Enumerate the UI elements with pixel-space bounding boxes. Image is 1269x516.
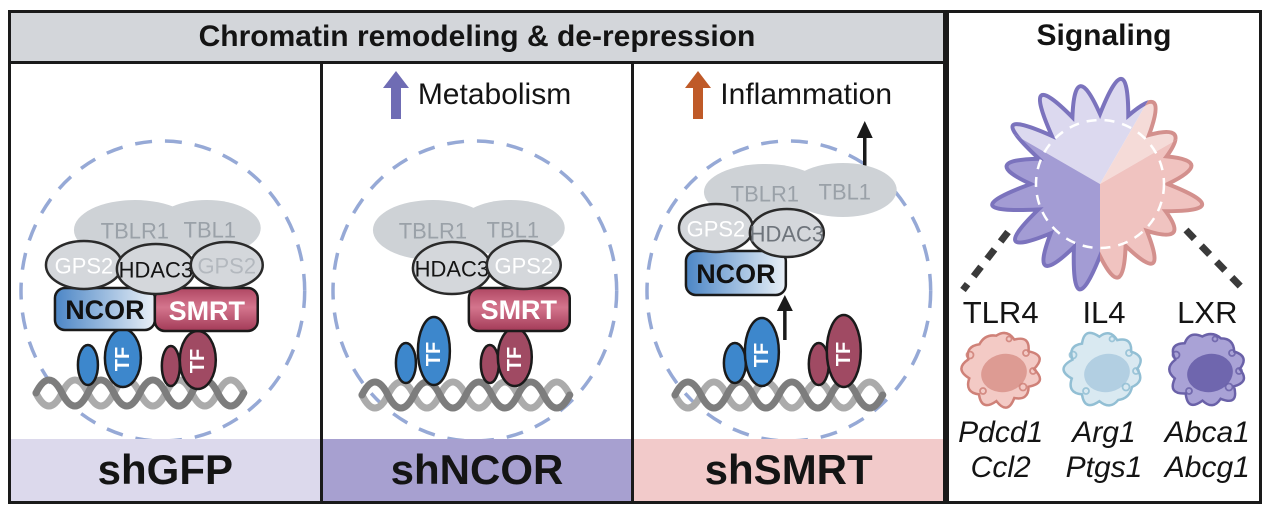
receptor-label-tlr4: TLR4 — [962, 295, 1039, 330]
molecule-gps2: GPS2 — [494, 253, 553, 278]
macrophage-cells-row — [949, 327, 1259, 415]
molecule-tbl1: TBL1 — [819, 179, 871, 204]
inner-dashed-circle — [1034, 118, 1166, 250]
panel-label-shsmrt: shSMRT — [634, 439, 944, 501]
nucleus-dashed-circle — [330, 139, 619, 443]
derepression-arrow-icon — [777, 295, 794, 340]
smrt-box: SMRT — [467, 286, 571, 333]
gene-label: Ccl2 — [970, 451, 1031, 484]
inflammation-arrow-row: Inflammation — [634, 71, 943, 119]
molecule-gps2: GPS2 — [197, 253, 256, 278]
tf-blue: TF — [76, 327, 143, 389]
receptor-label-il4: IL4 — [1082, 295, 1126, 330]
gene-label: Ptgs1 — [1065, 451, 1143, 484]
gps2-right-oval: GPS2 — [189, 240, 264, 290]
nucleus-dashed-circle — [645, 139, 933, 443]
dashed-connector-right — [1183, 227, 1245, 291]
molecule-tf: TF — [423, 342, 445, 366]
panel-shgfp: TBLR1 TBL1 TF TF — [11, 64, 320, 501]
receptor-label-lxr: LXR — [1177, 295, 1238, 330]
inflammation-label: Inflammation — [720, 78, 893, 111]
tf-red: TF — [479, 326, 533, 388]
gene-label: Abcg1 — [1164, 451, 1250, 484]
dna-helix — [671, 378, 887, 412]
panel-label-shgfp: shGFP — [11, 439, 320, 501]
vacuoles — [965, 335, 1037, 395]
macrophage-cell-il4 — [1062, 331, 1142, 407]
cell-sector-bottom-left — [990, 77, 1101, 292]
dashed-connector-left — [960, 229, 1011, 293]
panels-row: TBLR1 TBL1 TF TF — [11, 64, 944, 501]
molecule-tf: TF — [112, 347, 134, 371]
molecule-tf: TF — [187, 349, 209, 373]
molecule-tblr1: TBLR1 — [398, 218, 466, 243]
gene-labels-row-1: Pdcd1 Arg1 Abca1 — [949, 416, 1259, 450]
signaling-title: Signaling — [1036, 19, 1172, 52]
gps2-oval: GPS2 — [485, 239, 562, 291]
shncor-complex-diagram: TBLR1 TBL1 TF TF — [330, 139, 619, 443]
dna-helix — [358, 378, 573, 412]
tf-blue: TF — [722, 316, 781, 388]
chromatin-section: Chromatin remodeling & de-repression TBL… — [8, 10, 946, 504]
gps2-left-oval: GPS2 — [44, 239, 124, 291]
smrt-box: SMRT — [153, 286, 259, 333]
signaling-panel: Signaling TLR4 IL4 LXR — [946, 10, 1262, 504]
hdac3-oval: HDAC3 — [115, 242, 197, 296]
metabolism-label: Metabolism — [417, 78, 572, 111]
panel-label-shncor: shNCOR — [322, 439, 632, 501]
molecule-hdac3: HDAC3 — [119, 257, 193, 282]
nucleus-dashed-circle — [19, 139, 307, 443]
molecule-ncor: NCOR — [65, 295, 144, 325]
chromatin-section-title: Chromatin remodeling & de-repression — [11, 13, 943, 64]
ncor-box: NCOR — [685, 249, 788, 297]
tf-blue: TF — [394, 315, 451, 387]
up-arrow-icon — [685, 71, 712, 119]
molecule-hdac3: HDAC3 — [750, 221, 824, 246]
molecule-tblr1: TBLR1 — [731, 181, 799, 206]
receptor-labels-row: TLR4 IL4 LXR — [949, 295, 1259, 331]
molecule-tf: TF — [833, 342, 855, 366]
panel-shncor: Metabolism TBLR1 TBL1 — [319, 64, 632, 501]
molecule-tblr1: TBLR1 — [101, 218, 169, 243]
gene-label: Pdcd1 — [958, 416, 1044, 449]
macrophage-cell-lxr — [1168, 332, 1246, 407]
molecule-smrt: SMRT — [480, 295, 557, 325]
molecule-smrt: SMRT — [169, 296, 246, 326]
gene-labels-row-2: Ccl2 Ptgs1 Abcg1 — [949, 451, 1259, 485]
molecule-tf: TF — [751, 343, 773, 367]
hdac3-oval: HDAC3 — [748, 207, 826, 259]
panel-shsmrt: Inflammation TBLR1 TBL1 — [631, 64, 944, 501]
molecule-gps2: GPS2 — [687, 216, 746, 241]
molecule-tf: TF — [503, 347, 525, 371]
up-arrow-icon — [382, 71, 409, 119]
molecule-tbl1: TBL1 — [184, 217, 236, 242]
dna-helix — [32, 376, 248, 410]
vacuoles — [1171, 335, 1244, 395]
ncor-box: NCOR — [53, 286, 157, 332]
tf-red: TF — [807, 313, 863, 389]
tbl-blob: TBLR1 TBL1 — [704, 163, 898, 220]
molecule-tbl1: TBL1 — [486, 217, 538, 242]
metabolism-arrow-row: Metabolism — [323, 71, 632, 119]
gps2-oval: GPS2 — [678, 202, 755, 254]
shsmrt-complex-diagram: TBLR1 TBL1 TF — [645, 121, 933, 443]
gene-label: Arg1 — [1072, 416, 1136, 449]
macrophage-tristate-cell — [960, 77, 1245, 293]
vacuoles — [1068, 335, 1140, 395]
export-arrow-icon — [857, 121, 874, 170]
molecule-gps2: GPS2 — [55, 253, 114, 278]
molecule-hdac3: HDAC3 — [414, 256, 488, 281]
molecule-ncor: NCOR — [697, 259, 776, 289]
shgfp-complex-diagram: TBLR1 TBL1 TF TF — [19, 139, 307, 443]
tf-red: TF — [160, 329, 218, 391]
gene-label: Abca1 — [1164, 416, 1250, 449]
hdac3-oval: HDAC3 — [411, 240, 492, 296]
macrophage-cell-tlr4 — [959, 331, 1041, 409]
